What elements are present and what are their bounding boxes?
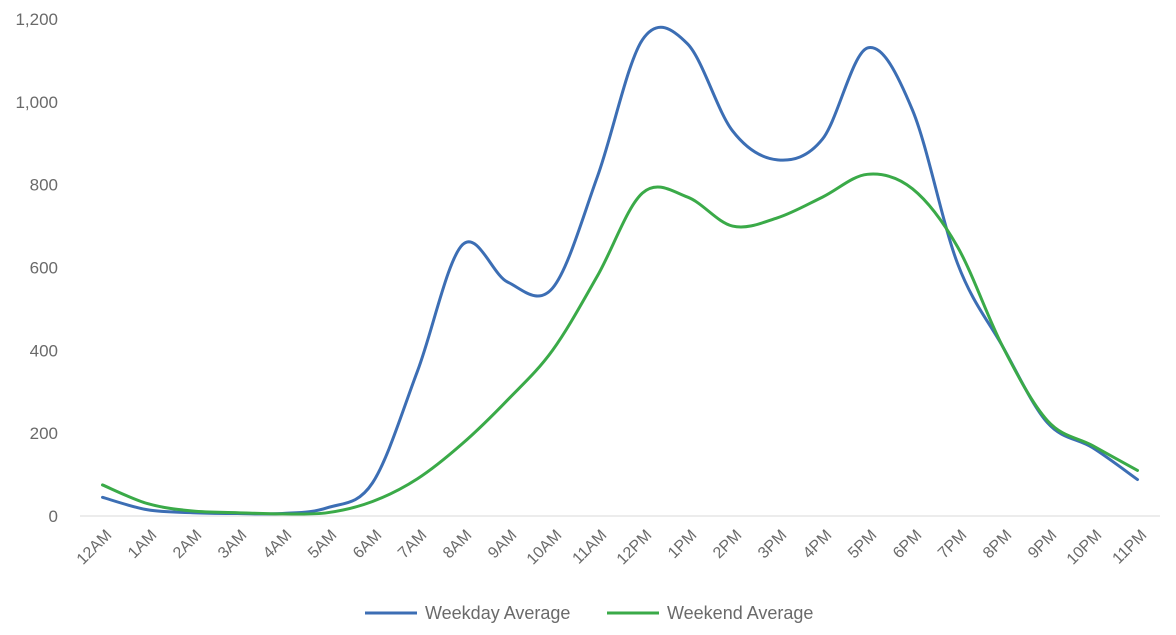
x-tick-label: 9PM [1025,527,1060,562]
x-tick-label: 6AM [350,527,385,562]
x-tick-label: 6PM [890,527,925,562]
y-tick-label: 0 [49,507,58,526]
y-tick-label: 1,200 [15,10,58,29]
series-layer [101,25,1139,516]
y-tick-label: 800 [30,176,58,195]
legend: Weekday Average Weekend Average [365,603,813,623]
legend-label: Weekend Average [667,603,813,623]
legend-item: Weekday Average [365,603,570,623]
x-tick-label: 1PM [665,527,700,562]
x-tick-label: 2AM [170,527,205,562]
x-tick-label: 12AM [74,527,116,569]
x-tick-label: 4AM [260,527,295,562]
series-line-weekday-average [101,25,1139,516]
y-tick-label: 1,000 [15,93,58,112]
legend-label: Weekday Average [425,603,570,623]
x-tick-label: 5AM [305,527,340,562]
x-tick-label: 3AM [215,527,250,562]
x-tick-label: 9AM [485,527,520,562]
x-tick-label: 10AM [524,527,566,569]
x-tick-label: 4PM [800,527,835,562]
x-tick-label: 8AM [440,527,475,562]
legend-item: Weekend Average [607,603,813,623]
y-tick-label: 200 [30,424,58,443]
x-tick-label: 12PM [614,527,656,569]
x-tick-label: 7PM [935,527,970,562]
x-axis: 12AM 1AM 2AM 3AM 4AM 5AM 6AM 7AM 8AM 9AM 10AM 11AM 1… [74,527,1151,569]
x-tick-label: 10PM [1064,527,1106,569]
x-tick-label: 2PM [710,527,745,562]
x-tick-label: 5PM [845,527,880,562]
x-tick-label: 11PM [1110,527,1151,568]
y-axis: 0 200 400 600 800 1,000 1,200 [15,10,58,526]
x-tick-label: 1AM [125,527,160,562]
x-tick-label: 7AM [395,527,430,562]
x-tick-label: 3PM [755,527,790,562]
x-tick-label: 8PM [980,527,1015,562]
x-tick-label: 11AM [570,527,611,568]
y-tick-label: 600 [30,259,58,278]
y-tick-label: 400 [30,341,58,360]
series-line-weekend-average [101,172,1139,516]
